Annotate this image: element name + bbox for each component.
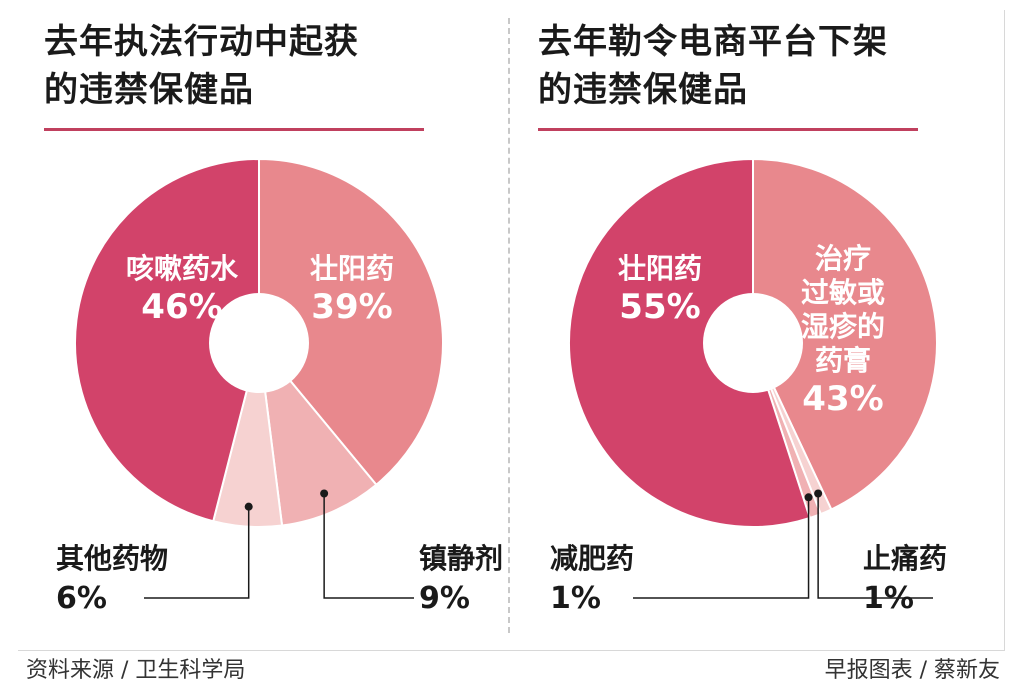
slice-label: 壮阳药 <box>310 252 394 285</box>
slice-label: 减肥药 <box>550 542 634 575</box>
slice-label: 镇静剂 <box>419 542 503 575</box>
right-chart-title: 去年勒令电商平台下架 的违禁保健品 <box>538 18 968 114</box>
slice-percent: 55% <box>619 287 700 327</box>
pie-slice <box>568 157 812 528</box>
donut-hole <box>703 293 803 393</box>
left-chart-title: 去年执法行动中起获 的违禁保健品 <box>44 18 474 114</box>
donut-hole <box>209 293 309 393</box>
left-title-rule <box>44 128 424 131</box>
leader-line <box>633 497 810 599</box>
slice-percent: 1% <box>550 581 601 616</box>
source-note: 资料来源 / 卫生科学局 <box>26 658 246 683</box>
pie-slice <box>74 157 260 523</box>
right-title-line-2: 的违禁保健品 <box>538 70 748 110</box>
right-title-line-1: 去年勒令电商平台下架 <box>538 22 888 62</box>
left-chart-panel: 去年执法行动中起获 的违禁保健品 壮阳药 39% 咳嗽药水 46% 镇静剂 9% 其他药物 6… <box>44 18 514 638</box>
pie-slice <box>257 339 378 527</box>
slice-percent: 39% <box>311 287 392 327</box>
left-title-line-2: 的违禁保健品 <box>44 70 254 110</box>
leader-line <box>817 493 933 599</box>
slice-label: 过敏或 <box>801 276 885 309</box>
slice-label: 壮阳药 <box>618 252 702 285</box>
slice-percent: 1% <box>863 581 914 616</box>
pie-slice <box>258 157 444 487</box>
pie-slice <box>752 157 938 511</box>
slice-label: 止痛药 <box>863 542 947 575</box>
slice-label: 咳嗽药水 <box>126 252 239 285</box>
slice-label: 湿疹的 <box>801 310 885 343</box>
leader-line <box>323 493 414 599</box>
slice-percent: 46% <box>141 287 222 327</box>
slice-percent: 43% <box>802 379 883 419</box>
left-title-line-1: 去年执法行动中起获 <box>44 22 359 62</box>
slice-label: 治疗 <box>815 242 871 275</box>
right-chart-panel: 去年勒令电商平台下架 的违禁保健品 壮阳药 55% 治疗 过敏或 湿疹的 药膏 43% 减肥药… <box>538 18 1008 638</box>
graphic-credit: 早报图表 / 蔡新友 <box>824 658 1000 683</box>
slice-percent: 6% <box>56 581 107 616</box>
leader-line <box>144 506 250 599</box>
slice-label: 其他药物 <box>56 542 168 575</box>
slice-percent: 9% <box>419 581 470 616</box>
right-title-rule <box>538 128 918 131</box>
chart-frame <box>18 10 1005 651</box>
panel-divider <box>508 18 510 633</box>
slice-label: 药膏 <box>815 344 871 377</box>
